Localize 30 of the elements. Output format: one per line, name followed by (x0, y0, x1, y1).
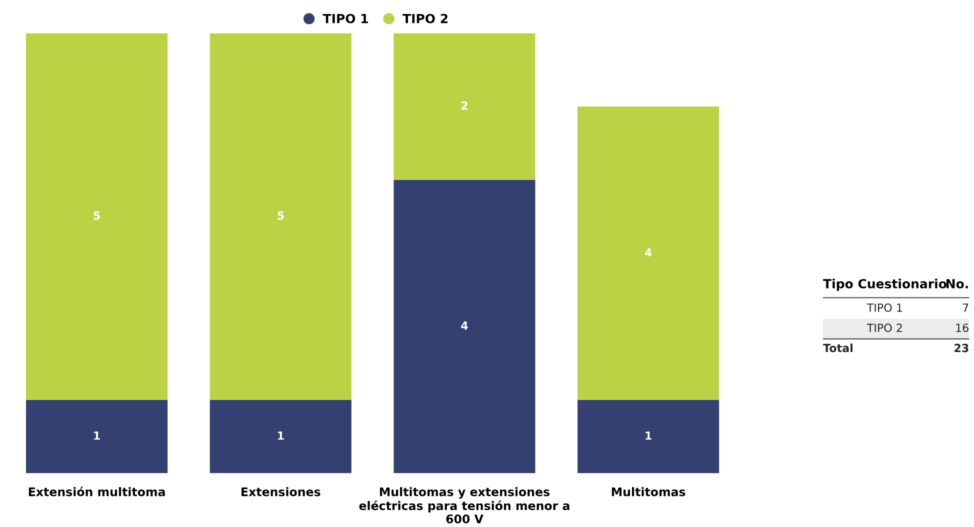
bar (394, 180, 536, 474)
category-label: TIPO 2 (866, 324, 902, 332)
data-label: 1 (278, 432, 284, 440)
data-label: 2 (461, 101, 468, 110)
data-label: 1 (94, 432, 100, 440)
bar (394, 33, 536, 180)
data-label: 5 (278, 212, 284, 220)
bar (210, 400, 352, 474)
data-label: 4 (644, 248, 652, 256)
category-label: TIPO 1 (866, 303, 902, 312)
bar (26, 33, 168, 400)
data-label: 16 (956, 324, 968, 332)
x-tick-label: Multitomas (612, 487, 686, 496)
bar (210, 33, 352, 400)
category-label: Total (823, 344, 852, 352)
text: No. (946, 279, 968, 288)
legend-label: TIPO 2 (402, 14, 448, 24)
bar (26, 400, 168, 474)
x-tick-label: Multitomas y extensiones eléctricas para tensión menor a 600 V (359, 487, 570, 524)
data-label: 23 (954, 344, 968, 352)
data-label: 5 (94, 212, 100, 220)
x-tick-label: Extensión multitoma (28, 486, 165, 496)
data-label: 1 (646, 432, 652, 440)
bar (578, 106, 720, 400)
x-tick-label: Extensiones (242, 487, 320, 496)
data-label: 4 (461, 322, 468, 330)
data-label: 7 (962, 304, 968, 312)
legend-label: TIPO 1 (322, 14, 368, 24)
text: Tipo Cuestionario (823, 278, 946, 291)
bar (578, 400, 720, 474)
